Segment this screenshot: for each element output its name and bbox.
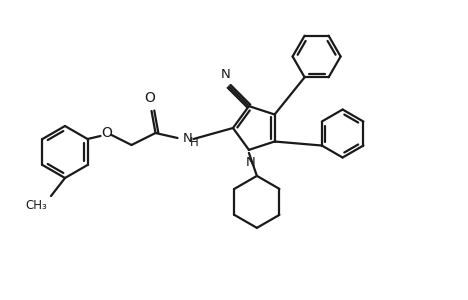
Text: H: H <box>190 136 198 148</box>
Text: O: O <box>101 126 112 140</box>
Text: N: N <box>246 156 256 169</box>
Text: O: O <box>144 91 155 105</box>
Text: CH₃: CH₃ <box>25 199 47 212</box>
Text: N: N <box>221 68 231 81</box>
Text: N: N <box>183 131 192 145</box>
